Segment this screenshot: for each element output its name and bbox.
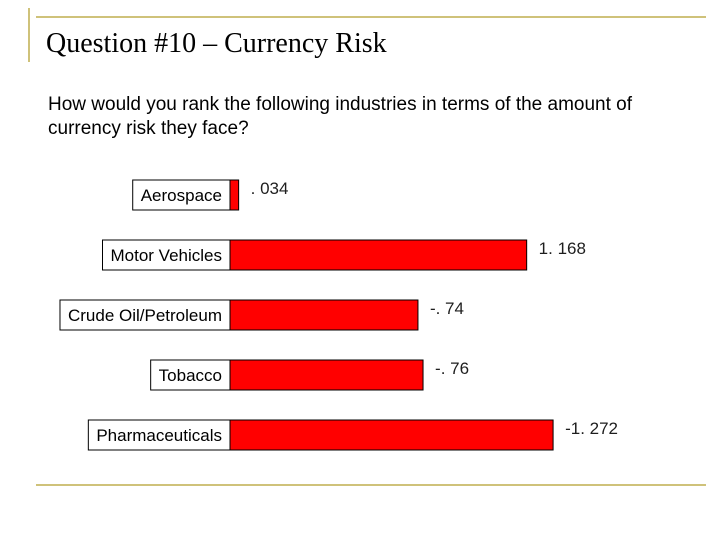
category-label-4: Pharmaceuticals <box>87 419 231 451</box>
value-label-2: -. 74 <box>430 299 464 318</box>
question-text: How would you rank the following industr… <box>48 94 633 139</box>
slide-title: Question #10 – Currency Risk <box>46 28 387 59</box>
category-label-0: Aerospace <box>132 179 231 211</box>
bar-1 <box>229 239 528 271</box>
category-box <box>132 179 231 211</box>
left-rule <box>28 8 30 62</box>
category-text: Aerospace <box>141 186 222 205</box>
category-box <box>87 419 231 451</box>
bar-2 <box>229 299 419 331</box>
category-text: Crude Oil/Petroleum <box>68 306 222 325</box>
category-label-3: Tobacco <box>150 359 231 391</box>
bar-4 <box>229 419 554 451</box>
top-rule <box>36 16 706 18</box>
category-box <box>150 359 231 391</box>
category-label-2: Crude Oil/Petroleum <box>59 299 231 331</box>
bar-0 <box>229 179 240 211</box>
category-text: Pharmaceuticals <box>96 426 222 445</box>
value-label-4: -1. 272 <box>565 419 618 438</box>
category-label-1: Motor Vehicles <box>102 239 231 271</box>
value-label-0: . 034 <box>251 179 289 198</box>
bottom-rule <box>36 484 706 486</box>
value-label-1: 1. 168 <box>539 239 586 258</box>
category-box <box>59 299 231 331</box>
category-box <box>102 239 231 271</box>
category-text: Motor Vehicles <box>111 246 223 265</box>
value-label-3: -. 76 <box>435 359 469 378</box>
category-text: Tobacco <box>159 366 222 385</box>
bar-3 <box>229 359 424 391</box>
